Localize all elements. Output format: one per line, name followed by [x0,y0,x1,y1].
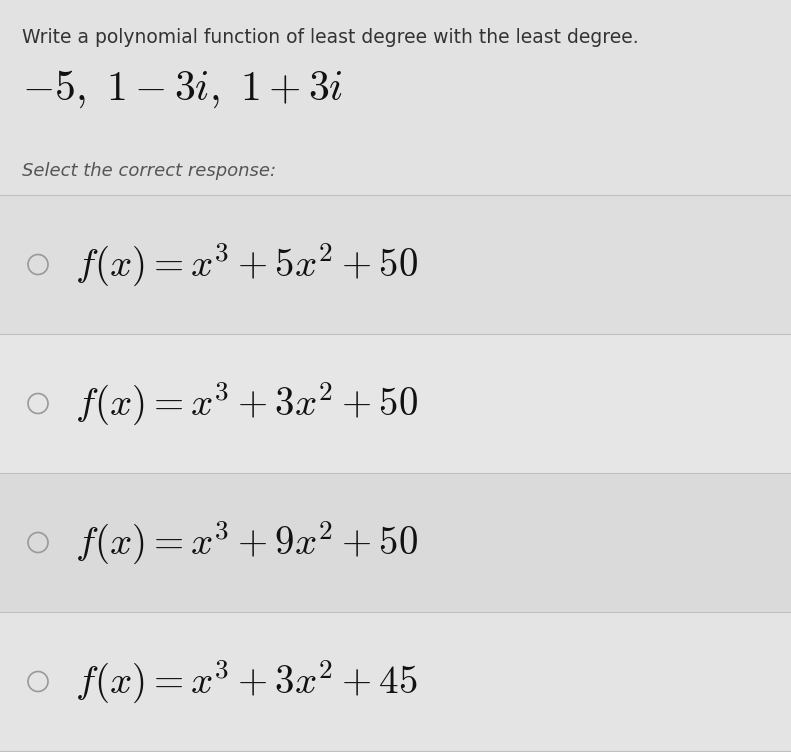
Bar [0,334,791,473]
Text: $f(x) = x^3 + 9x^2 + 50$: $f(x) = x^3 + 9x^2 + 50$ [75,519,418,566]
Bar [0,0,791,195]
Bar [0,612,791,751]
Bar [0,473,791,612]
Text: $f(x) = x^3 + 3x^2 + 45$: $f(x) = x^3 + 3x^2 + 45$ [75,657,418,705]
Bar [0,195,791,334]
Text: $-5,\ 1-3i,\ 1+3i$: $-5,\ 1-3i,\ 1+3i$ [22,68,343,110]
Text: $f(x) = x^3 + 3x^2 + 50$: $f(x) = x^3 + 3x^2 + 50$ [75,380,418,427]
Text: $f(x) = x^3 + 5x^2 + 50$: $f(x) = x^3 + 5x^2 + 50$ [75,241,418,288]
Text: Select the correct response:: Select the correct response: [22,162,276,180]
Text: Write a polynomial function of least degree with the least degree.: Write a polynomial function of least deg… [22,28,638,47]
